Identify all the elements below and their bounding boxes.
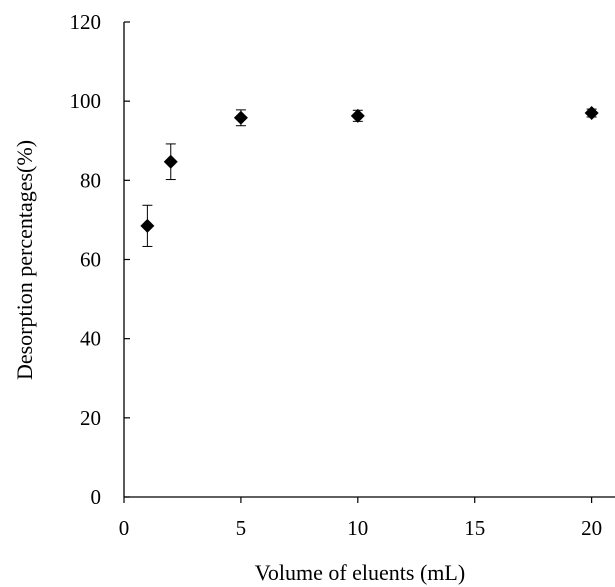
x-tick-label-20: 20 <box>581 516 602 540</box>
data-marks <box>140 106 599 247</box>
y-tick-label-100: 100 <box>70 89 102 113</box>
y-tick-label-120: 120 <box>70 10 102 34</box>
data-point-5 <box>233 110 248 125</box>
x-tick-label-15: 15 <box>464 516 485 540</box>
y-tick-label-20: 20 <box>80 406 101 430</box>
y-tick-label-60: 60 <box>80 248 101 272</box>
y-tick-label-40: 40 <box>80 327 101 351</box>
data-point-20 <box>584 106 599 121</box>
y-tick-label-0: 0 <box>91 485 102 509</box>
x-tick-label-5: 5 <box>236 516 247 540</box>
tick-labels: 0 20 40 60 80 100 120 0 5 10 15 20 <box>70 10 603 540</box>
y-axis-title: Desorption percentages(%) <box>12 140 37 380</box>
data-point-1 <box>140 218 155 233</box>
x-axis-title: Volume of eluents (mL) <box>255 560 465 585</box>
y-tick-label-80: 80 <box>80 168 101 192</box>
x-tick-label-10: 10 <box>347 516 368 540</box>
data-point-10 <box>350 108 365 123</box>
x-tick-label-0: 0 <box>119 516 130 540</box>
data-point-2 <box>163 154 178 169</box>
axes <box>123 21 615 503</box>
